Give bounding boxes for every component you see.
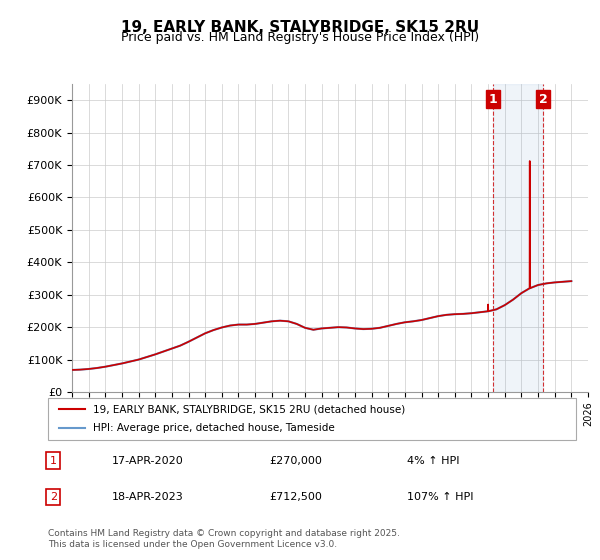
Text: £270,000: £270,000	[270, 456, 323, 465]
Text: 2: 2	[50, 492, 57, 502]
FancyBboxPatch shape	[48, 398, 576, 440]
Bar	[493, 84, 543, 392]
Text: 1: 1	[488, 93, 497, 106]
Text: Contains HM Land Registry data © Crown copyright and database right 2025.
This d: Contains HM Land Registry data © Crown c…	[48, 529, 400, 549]
Text: 2: 2	[539, 93, 547, 106]
Text: 107% ↑ HPI: 107% ↑ HPI	[407, 492, 473, 502]
Text: 1: 1	[50, 456, 57, 465]
Text: 17-APR-2020: 17-APR-2020	[112, 456, 183, 465]
Text: HPI: Average price, detached house, Tameside: HPI: Average price, detached house, Tame…	[93, 423, 335, 433]
Text: 19, EARLY BANK, STALYBRIDGE, SK15 2RU: 19, EARLY BANK, STALYBRIDGE, SK15 2RU	[121, 20, 479, 35]
Text: 18-APR-2023: 18-APR-2023	[112, 492, 183, 502]
Text: Price paid vs. HM Land Registry's House Price Index (HPI): Price paid vs. HM Land Registry's House …	[121, 31, 479, 44]
Text: 4% ↑ HPI: 4% ↑ HPI	[407, 456, 460, 465]
Text: 19, EARLY BANK, STALYBRIDGE, SK15 2RU (detached house): 19, EARLY BANK, STALYBRIDGE, SK15 2RU (d…	[93, 404, 405, 414]
Text: £712,500: £712,500	[270, 492, 323, 502]
